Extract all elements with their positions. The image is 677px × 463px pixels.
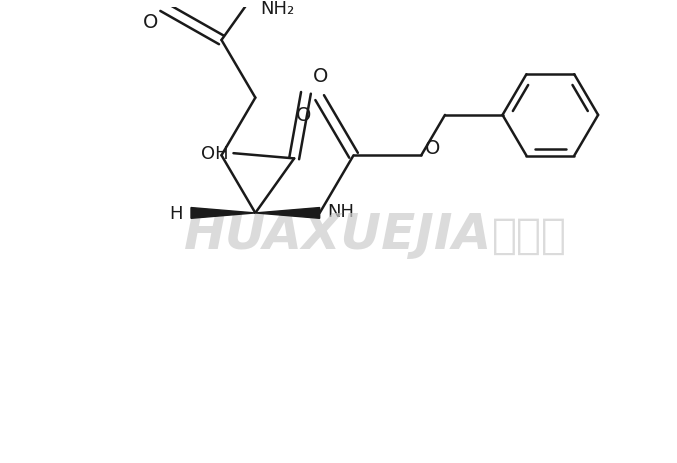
Polygon shape — [191, 208, 255, 219]
Text: OH: OH — [201, 145, 229, 163]
Text: O: O — [142, 13, 158, 31]
Text: O: O — [297, 106, 311, 125]
Text: 化学加: 化学加 — [492, 214, 567, 256]
Text: H: H — [169, 205, 183, 222]
Text: HUAXUEJIA: HUAXUEJIA — [184, 211, 492, 259]
Text: NH: NH — [328, 202, 355, 220]
Polygon shape — [255, 208, 320, 219]
Text: O: O — [313, 67, 328, 86]
Text: O: O — [425, 138, 441, 157]
Text: NH₂: NH₂ — [261, 0, 294, 18]
